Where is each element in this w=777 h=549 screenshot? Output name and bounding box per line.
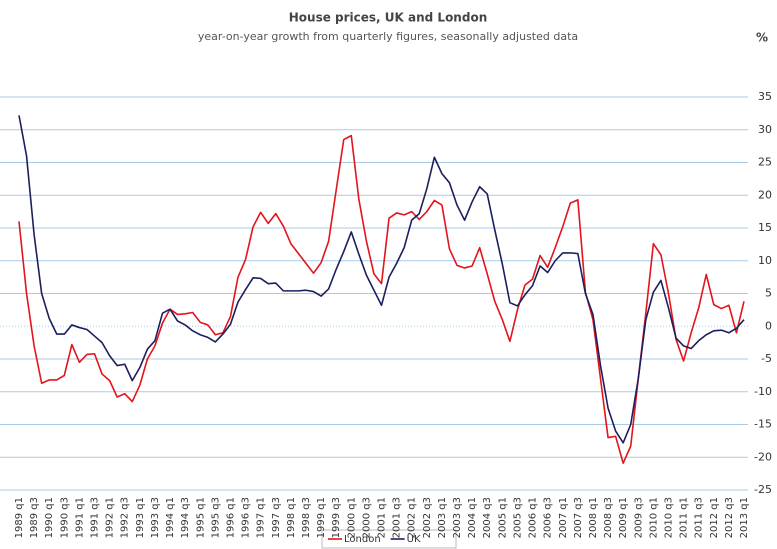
x-tick-label: 1998 q1 bbox=[286, 497, 297, 538]
x-tick-label: 2011 q3 bbox=[694, 497, 705, 538]
x-tick-label: 2000 q3 bbox=[361, 497, 372, 538]
legend-label: UK bbox=[407, 534, 421, 545]
y-tick-label: -25 bbox=[754, 483, 772, 496]
x-tick-label: 2012 q3 bbox=[724, 497, 735, 538]
x-tick-label: 2001 q1 bbox=[377, 497, 388, 538]
x-tick-label: 1993 q1 bbox=[135, 497, 146, 538]
x-tick-label: 1999 q1 bbox=[316, 497, 327, 538]
y-tick-label: 30 bbox=[758, 123, 772, 136]
x-tick-label: 2007 q1 bbox=[558, 497, 569, 538]
x-tick-label: 2010 q3 bbox=[663, 497, 674, 538]
y-tick-label: 10 bbox=[758, 254, 772, 267]
y-tick-label: 5 bbox=[765, 287, 772, 300]
y-tick-label: -15 bbox=[754, 418, 772, 431]
x-tick-label: 1989 q1 bbox=[14, 497, 25, 538]
x-tick-label: 2004 q1 bbox=[467, 497, 478, 538]
x-tick-label: 2008 q3 bbox=[603, 497, 614, 538]
x-tick-label: 1997 q3 bbox=[271, 497, 282, 538]
x-tick-label: 1994 q3 bbox=[180, 497, 191, 538]
x-tick-label: 1992 q1 bbox=[105, 497, 116, 538]
line-series bbox=[18, 134, 745, 464]
y-tick-label: 20 bbox=[758, 188, 772, 201]
x-tick-label: 2010 q1 bbox=[648, 497, 659, 538]
x-tick-label: 1990 q3 bbox=[59, 497, 70, 538]
x-tick-label: 2005 q3 bbox=[512, 497, 523, 538]
x-tick-label: 1993 q3 bbox=[150, 497, 161, 538]
y-tick-label: -5 bbox=[761, 352, 772, 365]
x-tick-label: 2003 q1 bbox=[437, 497, 448, 538]
x-tick-label: 1999 q3 bbox=[331, 497, 342, 538]
line-series bbox=[18, 115, 745, 444]
x-tick-label: 2009 q3 bbox=[633, 497, 644, 538]
x-tick-label: 2003 q3 bbox=[452, 497, 463, 538]
x-tick-label: 2008 q1 bbox=[588, 497, 599, 538]
x-tick-label: 2005 q1 bbox=[497, 497, 508, 538]
x-tick-label: 1991 q3 bbox=[90, 497, 101, 538]
x-tick-label: 2000 q1 bbox=[346, 497, 357, 538]
y-tick-label: -10 bbox=[754, 385, 772, 398]
x-tick-label: 2009 q1 bbox=[618, 497, 629, 538]
x-tick-label: 2012 q1 bbox=[709, 497, 720, 538]
x-tick-label: 1997 q1 bbox=[256, 497, 267, 538]
legend-label: London bbox=[344, 534, 381, 545]
x-tick-label: 1992 q3 bbox=[120, 497, 131, 538]
x-tick-label: 2013 q1 bbox=[739, 497, 750, 538]
legend-box bbox=[321, 529, 457, 549]
x-tick-label: 2006 q3 bbox=[543, 497, 554, 538]
x-tick-label: 2002 q3 bbox=[422, 497, 433, 538]
x-tick-label: 1996 q3 bbox=[241, 497, 252, 538]
x-tick-label: 1990 q1 bbox=[44, 497, 55, 538]
y-tick-label: 25 bbox=[758, 156, 772, 169]
y-tick-label: 35 bbox=[758, 90, 772, 103]
x-tick-label: 1998 q3 bbox=[301, 497, 312, 538]
x-tick-label: 1996 q1 bbox=[225, 497, 236, 538]
x-tick-label: 2001 q3 bbox=[392, 497, 403, 538]
x-tick-label: 1989 q3 bbox=[29, 497, 40, 538]
x-tick-label: 1991 q1 bbox=[74, 497, 85, 538]
x-tick-label: 1995 q3 bbox=[210, 497, 221, 538]
x-tick-label: 1994 q1 bbox=[165, 497, 176, 538]
x-tick-label: 2011 q1 bbox=[679, 497, 690, 538]
chart-title: House prices, UK and London bbox=[289, 11, 487, 25]
x-tick-label: 2004 q3 bbox=[482, 497, 493, 538]
y-tick-label: 15 bbox=[758, 221, 772, 234]
y-axis-label: % bbox=[756, 31, 768, 45]
y-tick-label: 0 bbox=[765, 319, 772, 332]
chart-subtitle: year-on-year growth from quarterly figur… bbox=[198, 30, 578, 43]
x-tick-label: 2002 q1 bbox=[407, 497, 418, 538]
x-tick-label: 1995 q1 bbox=[195, 497, 206, 538]
x-tick-label: 2007 q3 bbox=[573, 497, 584, 538]
x-tick-label: 2006 q1 bbox=[528, 497, 539, 538]
y-tick-label: -20 bbox=[754, 450, 772, 463]
